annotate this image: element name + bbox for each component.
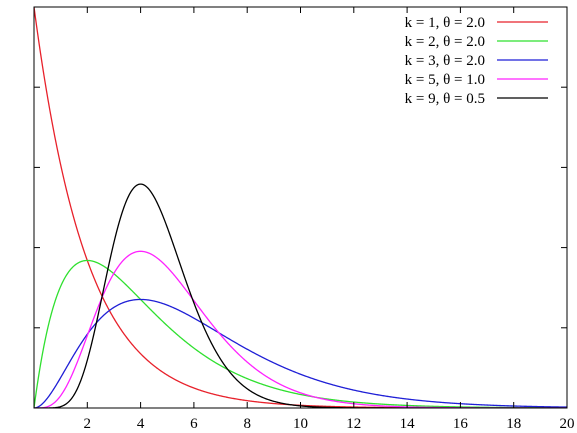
series-line-4	[34, 250, 567, 408]
plot-frame	[33, 6, 568, 409]
legend-label-2: k = 2, θ = 2.0	[405, 34, 485, 50]
series-line-1	[34, 7, 567, 408]
legend: k = 1, θ = 2.0 k = 2, θ = 2.0 k = 3, θ = 2…	[405, 15, 548, 107]
series-curves	[34, 7, 567, 408]
legend-label-3: k = 3, θ = 2.0	[405, 53, 485, 69]
legend-label-1: k = 1, θ = 2.0	[405, 15, 485, 31]
x-tick-label-9: 18	[506, 416, 521, 432]
legend-label-4: k = 5, θ = 1.0	[405, 72, 485, 88]
axis-ticks	[33, 6, 568, 409]
x-tick-label-2: 4	[137, 416, 145, 432]
x-tick-label-1: 2	[84, 416, 92, 432]
legend-label-5: k = 9, θ = 0.5	[405, 91, 485, 107]
x-tick-label-10: 20	[560, 416, 575, 432]
x-tick-label-4: 8	[243, 416, 251, 432]
x-tick-label-6: 12	[346, 416, 361, 432]
x-tick-label-5: 10	[293, 416, 308, 432]
x-tick-labels: 2 4 6 8 10 12 14 16 18 20	[84, 416, 575, 432]
x-tick-label-8: 16	[453, 416, 469, 432]
x-tick-label-3: 6	[190, 416, 198, 432]
series-line-2	[34, 259, 567, 408]
x-tick-label-7: 14	[400, 416, 416, 432]
series-line-3	[34, 298, 567, 408]
